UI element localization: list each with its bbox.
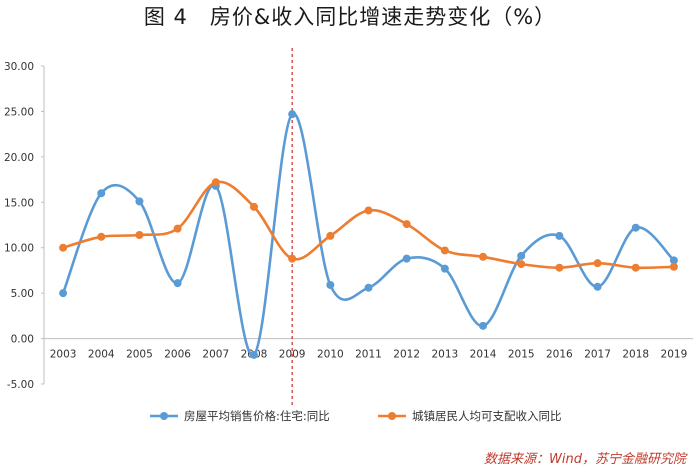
series-2-point xyxy=(288,254,297,263)
series-2-point xyxy=(669,262,678,271)
x-tick-label: 2010 xyxy=(317,349,344,361)
x-tick-label: 2005 xyxy=(126,349,153,361)
x-tick-label: 2014 xyxy=(470,349,497,361)
y-tick-label: 5.00 xyxy=(11,288,34,300)
series-2-point xyxy=(173,224,182,233)
legend-swatch-marker xyxy=(160,412,168,420)
y-tick-label: 10.00 xyxy=(4,243,34,255)
series-2-point xyxy=(402,220,411,229)
legend-label: 房屋平均销售价格:住宅:同比 xyxy=(184,409,330,423)
series-1-point xyxy=(517,251,526,260)
x-tick-label: 2017 xyxy=(584,349,611,361)
x-tick-label: 2007 xyxy=(202,349,229,361)
y-tick-label: 25.00 xyxy=(4,106,34,118)
series-1-point xyxy=(97,189,106,198)
series-1-point xyxy=(631,223,640,232)
y-axis-ticks: 30.00 25.00 20.00 15.00 10.00 5.00 0.00 -5.00 xyxy=(4,61,44,391)
series-1-point xyxy=(479,321,488,330)
y-tick-label: 30.00 xyxy=(4,61,34,73)
series-2-point xyxy=(135,230,144,239)
series-1-point xyxy=(440,264,449,273)
x-tick-label: 2004 xyxy=(88,349,115,361)
series-2-point xyxy=(517,260,526,269)
series-1-point xyxy=(288,110,297,119)
series-1-point xyxy=(593,282,602,291)
series-2-point xyxy=(479,252,488,261)
series-1-point xyxy=(402,254,411,263)
series-1-point xyxy=(249,350,258,359)
series-2-point xyxy=(631,263,640,272)
y-tick-label: 15.00 xyxy=(4,197,34,209)
x-tick-label: 2016 xyxy=(546,349,573,361)
y-tick-label: -5.00 xyxy=(7,379,34,391)
series-1-point xyxy=(173,279,182,288)
series-2-point xyxy=(593,259,602,268)
series-2-point xyxy=(440,246,449,255)
series-group xyxy=(59,110,678,359)
series-2-point xyxy=(59,243,68,252)
y-tick-label: 0.00 xyxy=(11,334,34,346)
legend-label: 城镇居民人均可支配收入同比 xyxy=(412,409,562,423)
x-tick-label: 2019 xyxy=(661,349,688,361)
series-2-point xyxy=(211,178,220,187)
series-2-point xyxy=(249,202,258,211)
source-note: 数据来源：Wind，苏宁金融研究院 xyxy=(484,452,686,467)
x-tick-label: 2011 xyxy=(355,349,382,361)
x-tick-label: 2018 xyxy=(622,349,649,361)
x-tick-label: 2012 xyxy=(393,349,420,361)
legend-swatch-marker xyxy=(388,412,396,420)
series-2-line xyxy=(62,180,674,270)
series-2-point xyxy=(326,231,335,240)
axes xyxy=(43,66,693,384)
series-2-point xyxy=(364,206,373,215)
series-1-point xyxy=(364,283,373,292)
series-2-point xyxy=(97,232,106,241)
series-1-point xyxy=(59,289,68,298)
series-2-point xyxy=(555,263,564,272)
x-tick-label: 2013 xyxy=(431,349,458,361)
x-axis-ticks: 2003200420052006200720082009201020112012… xyxy=(50,349,688,361)
chart-title: 图 4 房价&收入同比增速走势变化（%） xyxy=(143,5,557,29)
series-1-point xyxy=(326,280,335,289)
series-1-point xyxy=(669,256,678,265)
x-tick-label: 2015 xyxy=(508,349,535,361)
series-1-point xyxy=(135,197,144,206)
legend: 房屋平均销售价格:住宅:同比 城镇居民人均可支配收入同比 xyxy=(150,409,562,423)
y-tick-label: 20.00 xyxy=(4,152,34,164)
series-2 xyxy=(59,178,678,272)
series-1-point xyxy=(555,231,564,240)
x-tick-label: 2003 xyxy=(50,349,77,361)
x-tick-label: 2006 xyxy=(164,349,191,361)
